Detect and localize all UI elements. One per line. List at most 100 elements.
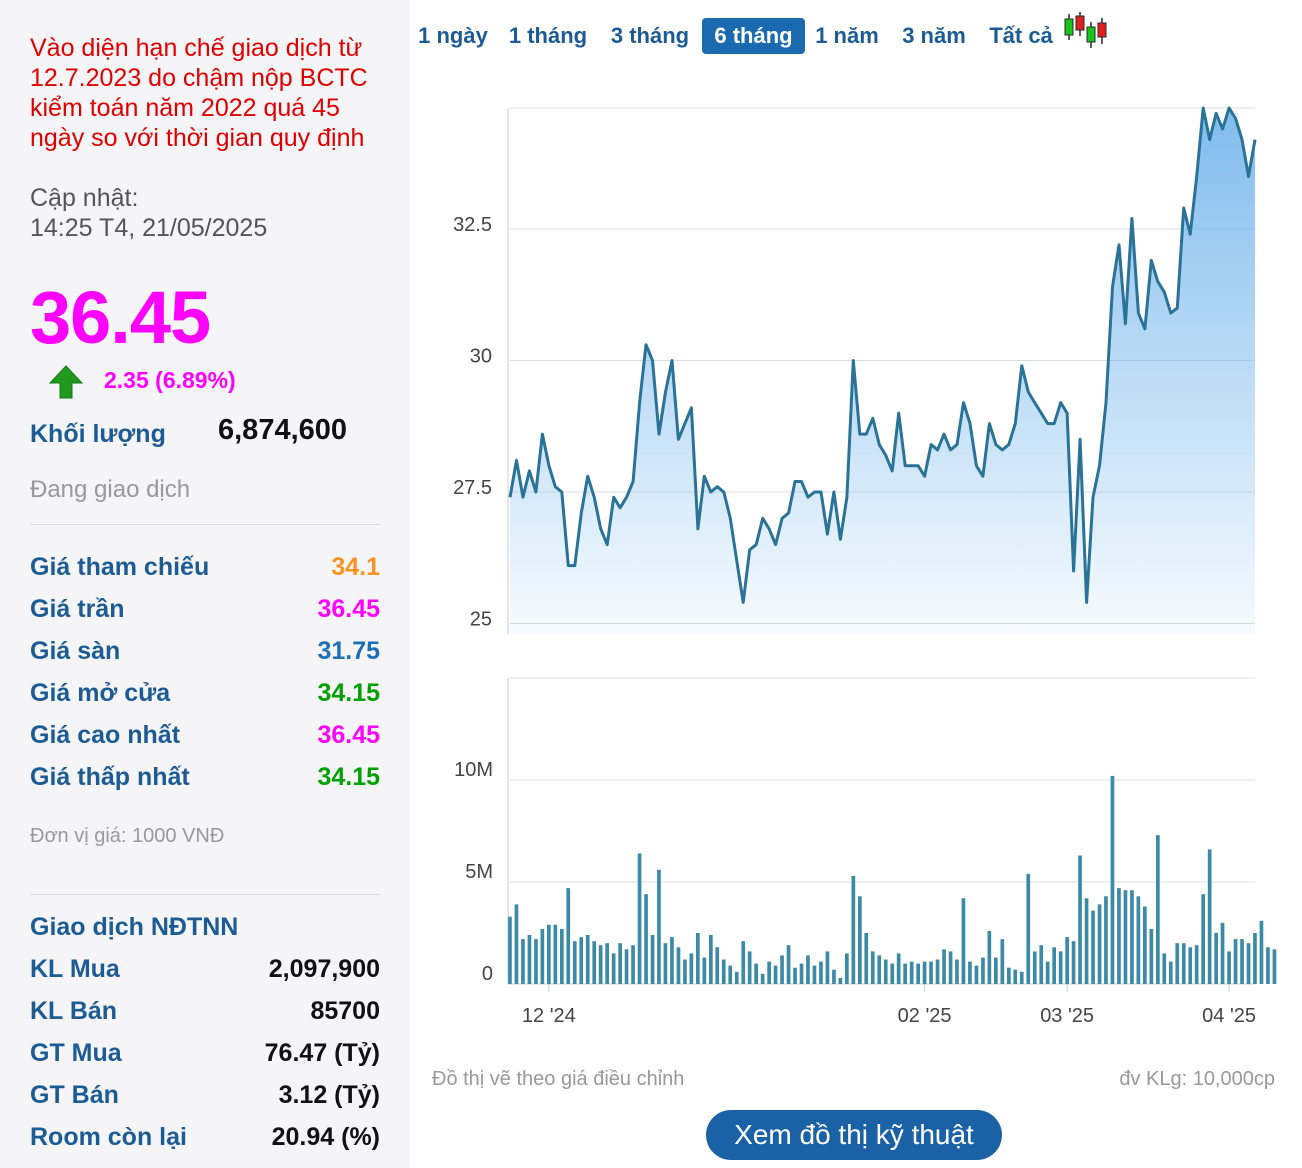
volume-bar (903, 963, 907, 984)
price-row-high: Giá cao nhất 36.45 (30, 721, 380, 751)
volume-bar (987, 931, 992, 984)
volume-bar (683, 959, 687, 984)
volume-bar (1045, 961, 1050, 984)
tab-6-months[interactable]: 6 tháng (702, 18, 805, 54)
volume-bar (1181, 943, 1186, 984)
price-row-label: Giá trần (30, 595, 125, 623)
foreign-row-label: KL Mua (30, 955, 120, 983)
trading-status: Đang giao dịch (30, 476, 191, 503)
price-row-value: 34.1 (331, 553, 380, 581)
volume-bar (734, 971, 739, 984)
price-volume-chart: 25 27.5 30 32.5 0 5M 10M 12 '24 02 '25 03 '25 04 '… (453, 106, 1277, 1027)
divider (30, 524, 380, 525)
volume-bar (715, 947, 720, 984)
price-row-value: 36.45 (317, 721, 380, 749)
volume-bar (760, 973, 765, 984)
chart-footnote: Đồ thị vẽ theo giá điều chỉnh (432, 1068, 685, 1090)
price-row-reference: Giá tham chiếu 34.1 (30, 553, 380, 583)
volume-bar (624, 949, 629, 984)
foreign-row-label: GT Bán (30, 1081, 119, 1109)
price-row-open: Giá mở cửa 34.15 (30, 679, 380, 709)
volume-bar (1156, 835, 1160, 984)
volume-bar (780, 955, 784, 984)
volume-bar (728, 965, 733, 984)
volume-bar (611, 953, 616, 984)
price-row-ceiling: Giá trần 36.45 (30, 595, 380, 625)
volume-bar (1272, 949, 1277, 984)
volume-bar (1175, 943, 1180, 984)
volume-bar (799, 963, 804, 984)
volume-bar (981, 957, 985, 984)
volume-bar (1136, 896, 1141, 984)
price-row-value: 36.45 (317, 595, 380, 623)
volume-bar (657, 869, 661, 984)
volume-value: 6,874,600 (218, 414, 348, 446)
volume-bar (1207, 849, 1212, 984)
volume-bar (689, 953, 694, 984)
volume-bar (858, 896, 862, 984)
volume-bar (877, 955, 882, 984)
volume-bar (741, 941, 746, 984)
technical-chart-button[interactable]: Xem đồ thị kỹ thuật (706, 1110, 1002, 1160)
volume-bar (631, 945, 635, 984)
y-tick-label: 30 (470, 345, 492, 367)
foreign-row-room: Room còn lại 20.94 (%) (30, 1123, 380, 1153)
volume-bar (1039, 945, 1044, 984)
volume-bar (566, 888, 571, 984)
volume-bar (1253, 933, 1257, 984)
volume-bar (650, 935, 655, 984)
volume-bar (670, 937, 674, 984)
volume-bar (1227, 951, 1231, 984)
tab-3-years[interactable]: 3 năm (902, 23, 966, 48)
x-tick-label: 03 '25 (1040, 1005, 1094, 1027)
price-line (508, 106, 1257, 604)
volume-bar (514, 904, 519, 984)
volume-bar (747, 951, 752, 984)
price-row-label: Giá sàn (30, 637, 121, 665)
y-tick-label: 32.5 (453, 214, 492, 236)
y-tick-label: 10M (454, 759, 493, 781)
foreign-row-value: 76.47 (Tỷ) (264, 1039, 380, 1067)
volume-bar (864, 933, 869, 984)
volume-bar (845, 953, 849, 984)
volume-bar (721, 959, 726, 984)
volume-bar (793, 967, 797, 984)
volume-bar (1019, 971, 1024, 984)
tab-all[interactable]: Tất cả (989, 23, 1053, 48)
y-tick-label: 5M (465, 861, 493, 883)
divider (30, 894, 380, 895)
volume-bar (560, 928, 564, 984)
volume-bar (553, 924, 558, 984)
tab-1-month[interactable]: 1 tháng (508, 23, 588, 48)
stock-info-panel: Vào diện hạn chế giao dịch từ 12.7.2023 … (0, 0, 410, 1168)
volume-bar (1259, 920, 1264, 984)
tab-3-months[interactable]: 3 tháng (610, 23, 690, 48)
candlestick-icon[interactable] (1062, 10, 1108, 50)
volume-bar (935, 959, 940, 984)
volume-bar (585, 935, 590, 984)
volume-bar (1194, 945, 1199, 984)
foreign-row-value: 3.12 (Tỷ) (278, 1081, 380, 1109)
volume-bar (527, 935, 532, 984)
volume-bar (812, 965, 817, 984)
volume-bar (540, 928, 545, 984)
tab-1-day[interactable]: 1 ngày (418, 23, 488, 48)
price-row-low: Giá thấp nhất 34.15 (30, 763, 380, 793)
volume-bar (786, 945, 791, 984)
volume-bar (916, 963, 920, 984)
price-change: 2.35 (6.89%) (104, 367, 236, 393)
volume-bar (1078, 855, 1082, 984)
y-tick-label: 0 (482, 963, 493, 985)
volume-bar (1117, 888, 1121, 984)
volume-bar (1032, 951, 1037, 984)
volume-bar (968, 961, 972, 984)
price-row-floor: Giá sàn 31.75 (30, 637, 380, 667)
tab-1-year[interactable]: 1 năm (815, 23, 879, 48)
volume-bar (1000, 939, 1005, 984)
volume-bar (922, 961, 927, 984)
volume-bar (1084, 898, 1089, 984)
volume-bar (754, 963, 758, 984)
volume-bar (1233, 939, 1238, 984)
volume-label: Khối lượng (30, 420, 166, 448)
volume-bar (534, 939, 538, 984)
